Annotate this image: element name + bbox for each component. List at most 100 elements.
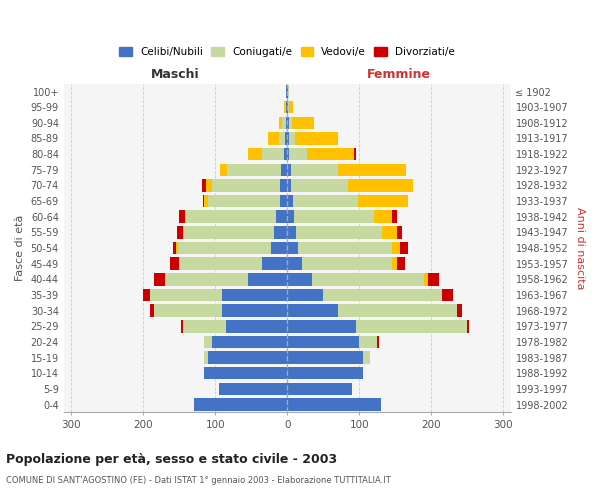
Bar (182, 320, 226, 332)
Legend: Celibi/Nubili, Coniugati/e, Vedovi/e, Divorziati/e: Celibi/Nubili, Coniugati/e, Vedovi/e, Di… (115, 43, 459, 62)
Bar (286, 116, 287, 129)
Bar (377, 336, 379, 348)
Bar (280, 195, 287, 207)
Bar (284, 148, 287, 160)
Bar (338, 164, 406, 176)
Bar (187, 210, 277, 223)
Bar (227, 164, 281, 176)
Bar (313, 273, 424, 285)
Bar (287, 116, 289, 129)
Bar (212, 336, 287, 348)
Bar (287, 273, 313, 285)
Bar (287, 288, 323, 301)
Bar (428, 273, 439, 285)
Bar (292, 116, 314, 129)
Bar (293, 195, 358, 207)
Bar (285, 101, 286, 114)
Bar (349, 179, 413, 192)
Y-axis label: Anni di nascita: Anni di nascita (575, 207, 585, 290)
Bar (212, 179, 280, 192)
Bar (170, 258, 179, 270)
Bar (359, 336, 377, 348)
Bar (392, 258, 397, 270)
Bar (289, 101, 293, 114)
Bar (338, 304, 457, 317)
Y-axis label: Fasce di età: Fasce di età (15, 215, 25, 281)
Bar (248, 148, 262, 160)
Bar (219, 382, 287, 395)
Bar (154, 273, 164, 285)
Bar (281, 164, 287, 176)
Bar (179, 210, 185, 223)
Bar (277, 210, 287, 223)
Bar (268, 132, 279, 144)
Bar (287, 382, 352, 395)
Bar (262, 148, 284, 160)
Bar (287, 352, 363, 364)
Bar (164, 273, 248, 285)
Bar (392, 210, 397, 223)
Bar (363, 352, 370, 364)
Bar (262, 258, 287, 270)
Bar (288, 86, 289, 98)
Bar (287, 195, 293, 207)
Bar (285, 132, 287, 144)
Bar (457, 304, 463, 317)
Bar (287, 367, 363, 380)
Bar (278, 116, 282, 129)
Bar (289, 116, 292, 129)
Bar (323, 288, 442, 301)
Bar (202, 179, 206, 192)
Bar (287, 242, 298, 254)
Bar (295, 210, 374, 223)
Bar (287, 148, 289, 160)
Bar (287, 336, 359, 348)
Bar (206, 179, 212, 192)
Bar (208, 195, 280, 207)
Bar (279, 132, 285, 144)
Bar (205, 195, 208, 207)
Bar (287, 258, 302, 270)
Bar (286, 101, 287, 114)
Bar (287, 86, 288, 98)
Text: Popolazione per età, sesso e stato civile - 2003: Popolazione per età, sesso e stato civil… (6, 452, 337, 466)
Bar (354, 148, 356, 160)
Bar (194, 398, 287, 411)
Bar (182, 226, 184, 238)
Text: Femmine: Femmine (367, 68, 431, 80)
Bar (298, 242, 392, 254)
Bar (307, 148, 354, 160)
Bar (208, 352, 287, 364)
Bar (392, 242, 400, 254)
Bar (286, 86, 287, 98)
Bar (154, 304, 223, 317)
Bar (150, 304, 154, 317)
Bar (280, 179, 287, 192)
Bar (223, 304, 287, 317)
Bar (282, 116, 286, 129)
Bar (179, 258, 262, 270)
Bar (291, 179, 349, 192)
Bar (287, 164, 291, 176)
Bar (287, 132, 289, 144)
Bar (287, 101, 288, 114)
Bar (288, 101, 289, 114)
Bar (382, 226, 397, 238)
Bar (287, 398, 381, 411)
Text: COMUNE DI SANT'AGOSTINO (FE) - Dati ISTAT 1° gennaio 2003 - Elaborazione TUTTITA: COMUNE DI SANT'AGOSTINO (FE) - Dati ISTA… (6, 476, 391, 485)
Bar (302, 258, 392, 270)
Bar (181, 320, 182, 332)
Bar (296, 226, 382, 238)
Bar (226, 320, 287, 332)
Bar (289, 148, 307, 160)
Bar (205, 352, 208, 364)
Bar (397, 226, 403, 238)
Bar (291, 164, 338, 176)
Bar (400, 242, 407, 254)
Bar (220, 164, 227, 176)
Bar (284, 101, 285, 114)
Bar (287, 210, 295, 223)
Bar (248, 273, 287, 285)
Bar (356, 320, 467, 332)
Bar (287, 179, 291, 192)
